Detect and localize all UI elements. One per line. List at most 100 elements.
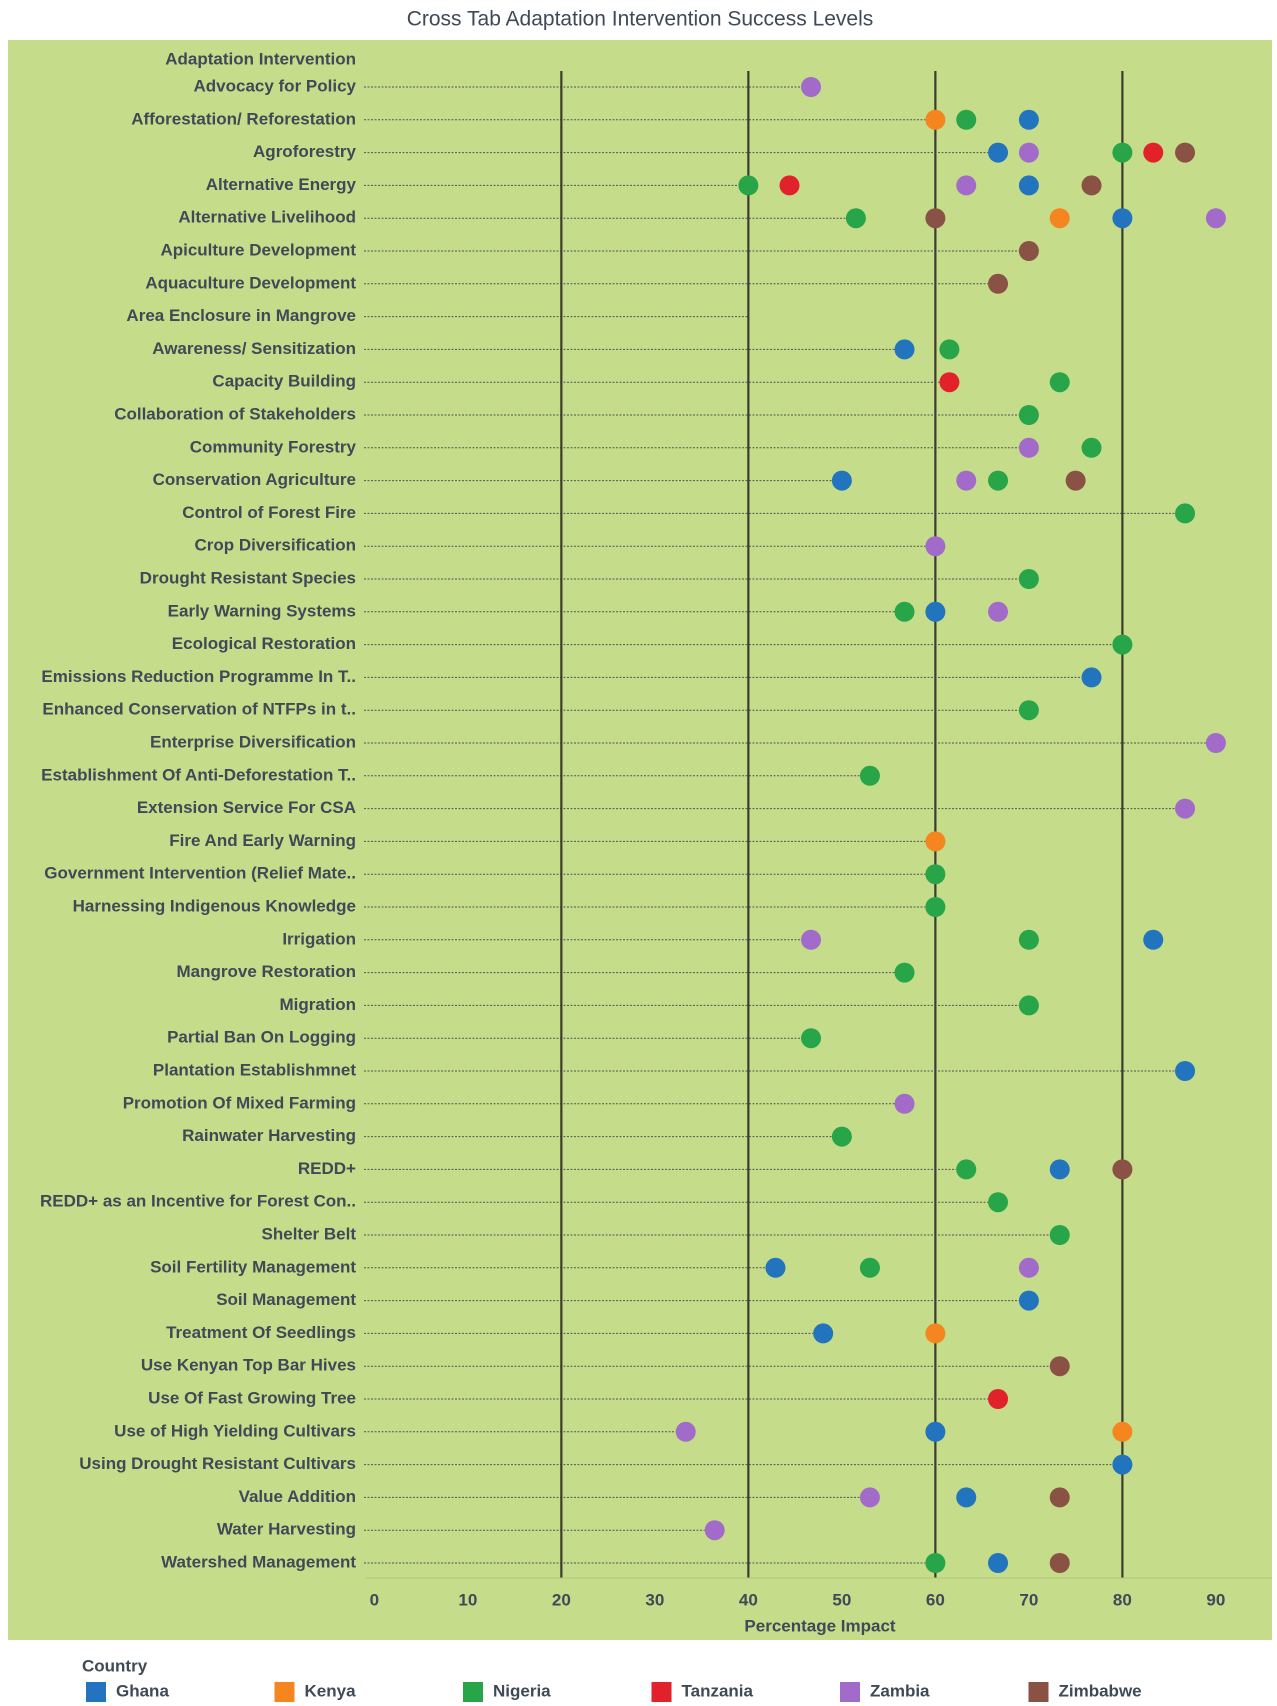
legend-label: Ghana [116, 1681, 169, 1700]
dot [813, 1323, 834, 1344]
dot [894, 1093, 915, 1114]
category-label: Mangrove Restoration [177, 962, 356, 981]
dot [956, 175, 977, 196]
dot [1143, 929, 1164, 950]
legend-swatch [840, 1682, 860, 1702]
legend-swatch [274, 1682, 295, 1702]
dot [1205, 208, 1226, 229]
legend-title: Country [82, 1656, 148, 1675]
legend-label: Zambia [870, 1681, 930, 1700]
dot [1018, 142, 1039, 163]
category-label: Advocacy for Policy [193, 76, 356, 95]
dot [1112, 1159, 1133, 1180]
category-label: Alternative Livelihood [178, 208, 356, 227]
category-label: Migration [280, 995, 357, 1014]
x-tick-label: 50 [832, 1590, 851, 1609]
category-label: Afforestation/ Reforestation [131, 109, 356, 128]
category-label: Use of High Yielding Cultivars [114, 1421, 356, 1440]
category-label: Use Kenyan Top Bar Hives [141, 1356, 356, 1375]
dot [894, 339, 915, 360]
category-label: Collaboration of Stakeholders [114, 404, 356, 423]
dot [1018, 241, 1039, 261]
dot [1018, 995, 1039, 1016]
category-label: Promotion Of Mixed Farming [123, 1093, 356, 1112]
category-header: Adaptation Intervention [165, 49, 356, 68]
dot [1205, 733, 1226, 753]
dot [859, 765, 880, 786]
dot [1049, 1553, 1070, 1573]
dot [1049, 208, 1070, 229]
category-label: Use Of Fast Growing Tree [148, 1388, 356, 1407]
dot [1018, 437, 1039, 458]
category-label: Crop Diversification [194, 536, 356, 555]
legend-swatch [463, 1682, 483, 1702]
legend-swatch [1028, 1682, 1049, 1702]
legend-label: Zimbabwe [1059, 1681, 1142, 1700]
category-label: REDD+ [298, 1159, 356, 1178]
dot [1049, 372, 1070, 393]
dot [988, 1389, 1009, 1409]
category-label: Fire And Early Warning [169, 831, 356, 850]
dot [845, 208, 866, 229]
dot [956, 470, 977, 491]
dot [988, 1553, 1009, 1573]
dot [925, 1421, 946, 1442]
dot [1049, 1225, 1070, 1245]
dot [925, 831, 946, 852]
dot [988, 470, 1009, 491]
dot [1081, 667, 1102, 688]
dot [1049, 1356, 1070, 1377]
dot [988, 142, 1009, 163]
dot [1112, 1454, 1133, 1475]
dot [925, 1323, 946, 1344]
category-label: Rainwater Harvesting [182, 1126, 356, 1145]
legend-label: Kenya [305, 1681, 357, 1700]
dot [988, 1192, 1009, 1213]
dot [1049, 1487, 1070, 1508]
dot [1065, 470, 1086, 491]
dot [704, 1520, 725, 1541]
x-tick-label: 80 [1113, 1590, 1132, 1609]
category-label: Partial Ban On Logging [167, 1028, 356, 1047]
category-label: Government Intervention (Relief Mate.. [44, 864, 356, 883]
dot [925, 536, 946, 557]
category-label: Enterprise Diversification [150, 732, 356, 751]
x-tick-label: 20 [552, 1590, 571, 1609]
dot [1112, 1421, 1133, 1442]
category-label: Irrigation [282, 929, 356, 948]
dot [859, 1487, 880, 1508]
x-tick-label: 60 [926, 1590, 945, 1609]
category-label: REDD+ as an Incentive for Forest Con.. [40, 1192, 356, 1211]
category-label: Plantation Establishmnet [153, 1060, 356, 1079]
category-label: Treatment Of Seedlings [166, 1323, 356, 1342]
legend-label: Nigeria [493, 1681, 551, 1700]
dot [1175, 1061, 1196, 1081]
category-label: Conservation Agriculture [153, 470, 356, 489]
dot [1175, 503, 1196, 524]
dot [801, 77, 822, 97]
dot [925, 601, 946, 622]
dot [801, 1028, 822, 1049]
dot [939, 372, 960, 393]
category-label: Apiculture Development [160, 240, 356, 259]
dot [1143, 142, 1164, 163]
dot [1018, 569, 1039, 589]
dot [765, 1257, 786, 1278]
legend-swatch [86, 1682, 106, 1702]
dot [1081, 175, 1102, 196]
dot [859, 1257, 880, 1278]
category-label: Agroforestry [253, 142, 357, 161]
dot [988, 601, 1009, 622]
dot [1081, 437, 1102, 458]
dot [779, 175, 800, 196]
dot [1018, 929, 1039, 950]
category-label: Area Enclosure in Mangrove [126, 306, 356, 325]
dot [939, 339, 960, 360]
dot [956, 1159, 977, 1180]
category-label: Water Harvesting [217, 1520, 356, 1539]
category-label: Shelter Belt [262, 1224, 357, 1243]
dot [925, 1553, 946, 1573]
dot [894, 601, 915, 622]
category-label: Watershed Management [161, 1552, 356, 1571]
